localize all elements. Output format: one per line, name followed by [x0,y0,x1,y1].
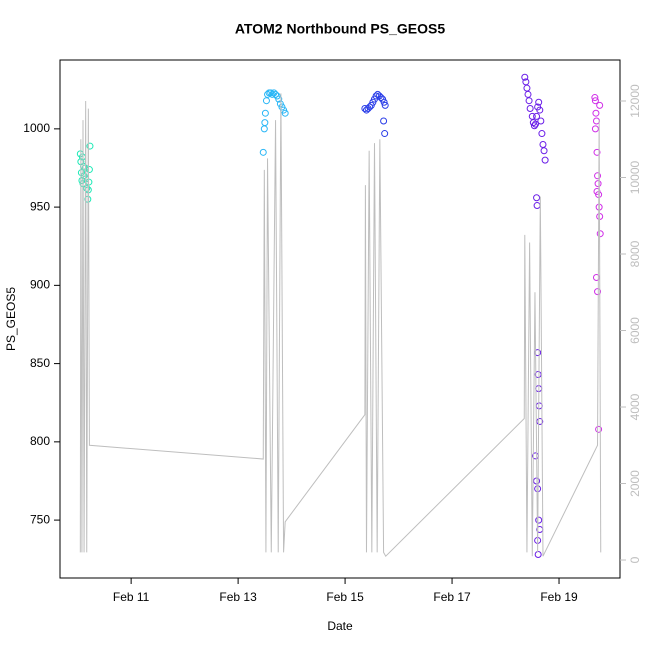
data-point [523,84,531,92]
x-tick-label: Feb 17 [433,590,471,604]
data-point [594,172,602,180]
chart-title: ATOM2 Northbound PS_GEOS5 [235,21,445,37]
data-point [380,117,388,125]
data-point [526,105,534,113]
y-tick-label: 750 [30,512,50,526]
data-point [596,230,604,238]
data-point [593,148,601,156]
data-point [524,90,532,98]
data-point [261,119,269,127]
y2-tick-label: 8000 [628,240,642,267]
data-point [381,130,389,138]
y-tick-label: 800 [30,434,50,448]
data-point [380,98,388,106]
data-point [275,95,283,103]
plot-frame [59,59,621,579]
data-point [272,90,280,98]
data-point [267,89,275,97]
x-tick-label: Feb 19 [540,590,578,604]
data-point [533,194,541,202]
data-point [262,97,270,105]
data-point [530,122,538,130]
data-point [381,101,389,109]
data-point [521,73,529,81]
data-point [261,109,269,117]
data-point [537,117,545,125]
data-point [361,105,369,113]
data-point [264,90,272,98]
y-axis-label: PS_GEOS5 [4,287,18,351]
data-point [533,112,541,120]
data-point [83,184,91,192]
data-point [535,98,543,106]
data-point [540,147,548,155]
data-point [533,202,541,210]
data-point [591,97,599,105]
data-point [594,180,602,188]
data-point [594,288,602,296]
data-point [85,166,93,174]
y-tick-label: 1000 [23,121,50,135]
data-point [86,142,94,150]
data-point [595,425,603,433]
y2-tick-label: 4000 [628,393,642,420]
data-point [525,97,533,105]
data-point [538,130,546,138]
y2-tick-label: 2000 [628,470,642,497]
data-point [531,120,539,128]
data-point [596,101,604,109]
y2-tick-label: 6000 [628,317,642,344]
data-point [592,109,600,117]
data-point [529,119,537,127]
data-point [372,92,380,100]
x-tick-label: Feb 15 [326,590,364,604]
data-point [268,90,276,98]
y2-tick-label: 10000 [628,161,642,195]
y-tick-label: 850 [30,356,50,370]
data-point [536,106,544,114]
data-point [535,516,543,524]
data-point [260,125,268,133]
data-point [539,141,547,149]
data-point [591,125,599,133]
y2-tick-label: 12000 [628,84,642,118]
x-axis-label: Date [327,619,353,633]
data-point [377,94,385,102]
data-point [366,103,374,111]
data-point [592,117,600,125]
data-point [541,156,549,164]
data-point [591,94,599,102]
x-tick-label: Feb 11 [113,590,150,604]
data-point [593,187,601,195]
data-point [534,551,542,559]
data-point [281,109,289,117]
y2-tick-label: 0 [628,556,642,563]
x-tick-label: Feb 13 [219,590,257,604]
data-point [259,148,267,156]
y-tick-label: 900 [30,278,50,292]
altitude-line [79,93,602,558]
y-tick-label: 950 [30,199,50,213]
